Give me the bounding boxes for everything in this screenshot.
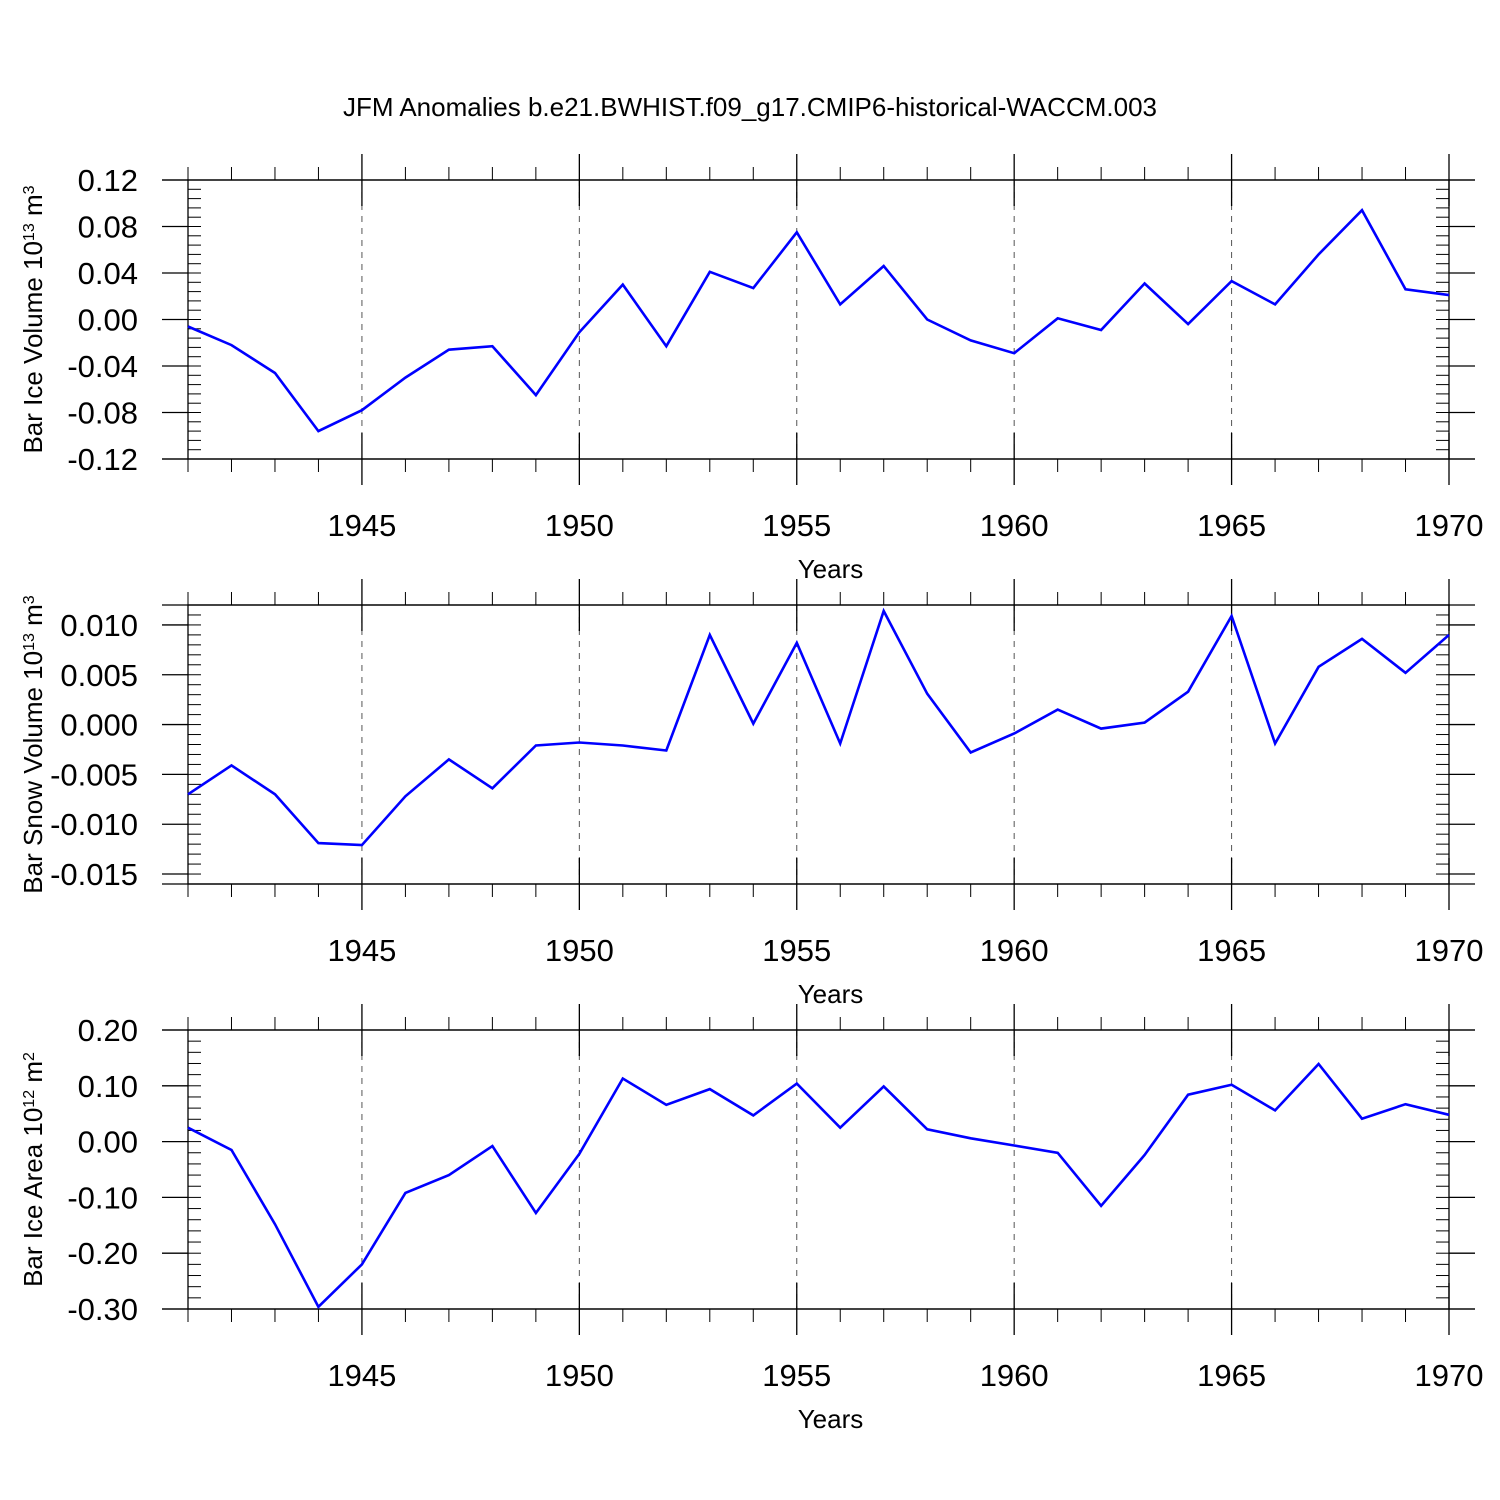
x-tick-label: 1960 (980, 508, 1049, 543)
chart-panel-1: 1945 1950 1955 1960 1965 1970 -0.12 -0.08 -0.04 0… (18, 154, 1483, 584)
plot-frame (187, 1029, 1450, 1310)
series-line-1 (187, 607, 1450, 847)
x-tick-label: 1950 (545, 1358, 614, 1393)
y-tick-label: 0.00 (78, 303, 138, 338)
y-tick-label: -0.005 (50, 757, 138, 792)
y-axis-title-superscript: 12 (21, 1090, 38, 1108)
x-tick-label: 1950 (545, 508, 614, 543)
y-axis-title-superscript: 2 (21, 1052, 38, 1061)
y-axis-title-text: Bar Snow Volume 10 (18, 651, 48, 894)
y-tick-label: 0.04 (78, 256, 138, 291)
y-axis-title-text: Bar Ice Volume 10 (18, 241, 48, 453)
y-tick-label: 0.10 (78, 1069, 138, 1104)
x-tick-label: 1955 (762, 508, 831, 543)
series-line-1 (187, 1062, 1450, 1309)
y-axis-title-text: Bar Ice Area 10 (18, 1108, 48, 1287)
x-axis-title: Years (798, 554, 864, 584)
y-tick-label: -0.30 (67, 1292, 138, 1327)
y-tick-label: 0.08 (78, 210, 138, 245)
x-tick-label: 1970 (1415, 1358, 1484, 1393)
y-axis-title: Bar Ice Area 1012 m2 (18, 1052, 48, 1287)
y-axis-title: Bar Snow Volume 1013 m3 (18, 595, 48, 894)
y-axis-title-text: m (18, 194, 48, 223)
figure-title: JFM Anomalies b.e21.BWHIST.f09_g17.CMIP6… (343, 92, 1157, 122)
x-tick-label: 1965 (1197, 933, 1266, 968)
x-tick-label: 1945 (327, 933, 396, 968)
series-line-1 (187, 208, 1450, 433)
x-tick-label: 1950 (545, 933, 614, 968)
x-tick-label: 1960 (980, 933, 1049, 968)
y-axis-title-superscript: 3 (21, 185, 38, 194)
y-axis-title: Bar Ice Volume 1013 m3 (18, 185, 48, 453)
y-tick-label: 0.005 (60, 658, 138, 693)
x-tick-label: 1955 (762, 1358, 831, 1393)
chart-panels: 1945 1950 1955 1960 1965 1970 -0.12 -0.08 -0.04 0… (18, 154, 1483, 1434)
y-tick-label: 0.20 (78, 1013, 138, 1048)
x-tick-label: 1970 (1415, 508, 1484, 543)
x-tick-label: 1970 (1415, 933, 1484, 968)
y-axis-title-superscript: 3 (21, 595, 38, 604)
y-axis-title-text: m (18, 604, 48, 633)
x-axis-title: Years (798, 1404, 864, 1434)
x-tick-label: 1960 (980, 1358, 1049, 1393)
y-tick-label: 0.00 (78, 1125, 138, 1160)
y-tick-label: 0.12 (78, 163, 138, 198)
y-tick-label: -0.015 (50, 857, 138, 892)
x-tick-label: 1945 (327, 1358, 396, 1393)
x-tick-label: 1965 (1197, 1358, 1266, 1393)
x-tick-label: 1965 (1197, 508, 1266, 543)
plot-frame (187, 179, 1450, 460)
y-axis-title-text: m (18, 1061, 48, 1090)
plot-frame (187, 604, 1450, 885)
y-axis-title-superscript: 13 (21, 223, 38, 241)
y-tick-label: -0.12 (67, 442, 138, 477)
x-tick-label: 1945 (327, 508, 396, 543)
y-tick-label: 0.010 (60, 608, 138, 643)
y-tick-label: -0.10 (67, 1180, 138, 1215)
y-tick-label: -0.08 (67, 396, 138, 431)
x-axis-title: Years (798, 979, 864, 1009)
x-tick-label: 1955 (762, 933, 831, 968)
y-axis-title-superscript: 13 (21, 633, 38, 651)
chart-panel-2: 1945 1950 1955 1960 1965 1970 -0.015 -0.010 -0.0… (18, 579, 1483, 1009)
y-tick-label: -0.04 (67, 349, 138, 384)
y-tick-label: 0.000 (60, 708, 138, 743)
y-tick-label: -0.010 (50, 807, 138, 842)
y-tick-label: -0.20 (67, 1236, 138, 1271)
chart-panel-3: 1945 1950 1955 1960 1965 1970 -0.30 -0.20 -0.10 0… (18, 1004, 1483, 1434)
